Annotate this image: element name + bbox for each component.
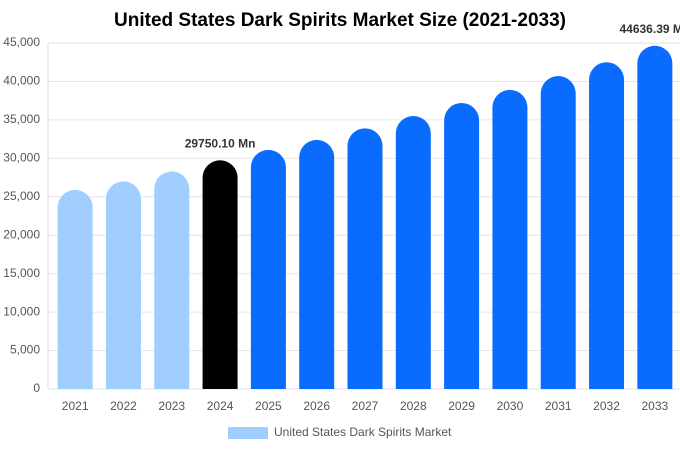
y-tick-label: 25,000 — [3, 189, 40, 203]
bar — [395, 116, 431, 389]
x-tick-label: 2027 — [352, 399, 379, 413]
x-tick-label: 2032 — [593, 399, 620, 413]
bar — [589, 62, 625, 389]
legend-label: United States Dark Spirits Market — [274, 425, 452, 439]
x-tick-label: 2028 — [400, 399, 427, 413]
bar — [347, 128, 383, 389]
chart-title: United States Dark Spirits Market Size (… — [114, 10, 566, 31]
data-label: 29750.10 Mn — [185, 136, 256, 150]
y-tick-label: 15,000 — [3, 266, 40, 280]
legend-swatch — [228, 427, 268, 439]
x-tick-label: 2025 — [255, 399, 282, 413]
bar — [492, 89, 528, 389]
x-tick-label: 2029 — [448, 399, 475, 413]
bar — [154, 171, 190, 389]
x-tick-label: 2030 — [497, 399, 524, 413]
y-tick-label: 40,000 — [3, 74, 40, 88]
bar — [250, 149, 286, 389]
bar — [105, 181, 141, 389]
y-tick-label: 30,000 — [3, 151, 40, 165]
x-tick-label: 2026 — [303, 399, 330, 413]
x-tick-label: 2021 — [62, 399, 89, 413]
y-tick-label: 0 — [33, 381, 40, 395]
x-tick-label: 2023 — [158, 399, 185, 413]
y-tick-label: 35,000 — [3, 112, 40, 126]
bar — [202, 160, 238, 389]
y-tick-label: 10,000 — [3, 304, 40, 318]
x-tick-label: 2024 — [207, 399, 234, 413]
bar — [540, 76, 576, 390]
x-tick-label: 2033 — [641, 399, 668, 413]
x-tick-label: 2031 — [545, 399, 572, 413]
y-tick-label: 20,000 — [3, 227, 40, 241]
bar — [299, 139, 335, 389]
bar — [57, 189, 93, 389]
data-label: 44636.39 Mn — [619, 22, 680, 36]
x-tick-label: 2022 — [110, 399, 137, 413]
bar — [637, 45, 673, 390]
y-tick-label: 45,000 — [3, 35, 40, 49]
bar — [444, 102, 480, 390]
y-tick-label: 5,000 — [10, 343, 40, 357]
